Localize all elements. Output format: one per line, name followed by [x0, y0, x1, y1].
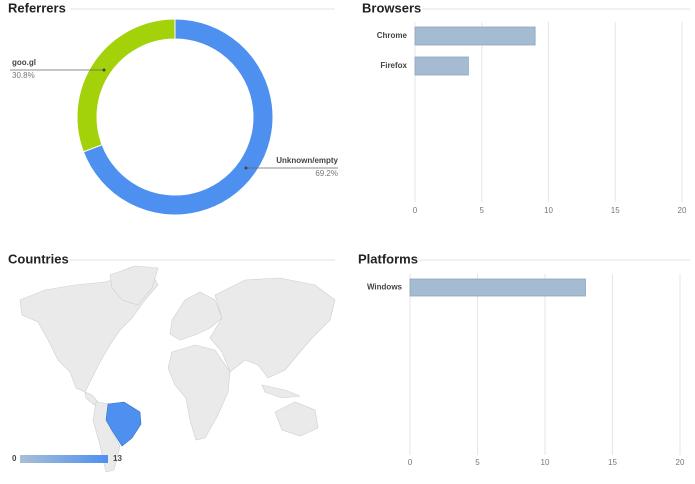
australia: [274, 401, 319, 437]
y-tick-label: Windows: [367, 283, 403, 292]
donut-slice: [76, 18, 176, 153]
x-tick-label: 5: [480, 206, 485, 215]
panel-title: Countries: [8, 251, 69, 266]
scale-max: 13: [113, 454, 122, 463]
x-tick-label: 20: [676, 458, 685, 467]
slice-label: goo.gl: [12, 58, 36, 67]
europe: [169, 291, 223, 341]
slice-label: Unknown/empty: [276, 156, 338, 165]
x-tick-label: 0: [408, 458, 413, 467]
africa: [167, 344, 231, 441]
slice-value: 69.2%: [315, 169, 338, 178]
scale-min: 0: [12, 454, 17, 463]
bar: [414, 56, 469, 76]
asia: [209, 277, 336, 379]
world-map: [19, 265, 336, 473]
indonesia: [261, 384, 301, 399]
bar: [409, 278, 586, 297]
x-tick-label: 10: [544, 206, 553, 215]
country-shape: [105, 401, 142, 447]
x-tick-label: 20: [678, 206, 687, 215]
bar: [414, 26, 536, 46]
color-scale: [20, 455, 108, 463]
panel-title: Browsers: [362, 0, 421, 15]
slice-value: 30.8%: [12, 71, 35, 80]
x-tick-label: 5: [475, 458, 480, 467]
y-tick-label: Firefox: [380, 61, 407, 70]
leader-dot: [244, 166, 248, 170]
x-tick-label: 10: [541, 458, 550, 467]
greenland: [109, 265, 159, 306]
donut-slice: [82, 18, 274, 216]
x-tick-label: 0: [413, 206, 418, 215]
panel-title: Platforms: [358, 251, 418, 266]
x-tick-label: 15: [608, 458, 617, 467]
y-tick-label: Chrome: [377, 31, 408, 40]
x-tick-label: 15: [611, 206, 620, 215]
leader-dot: [102, 68, 106, 72]
panel-title: Referrers: [8, 0, 66, 15]
